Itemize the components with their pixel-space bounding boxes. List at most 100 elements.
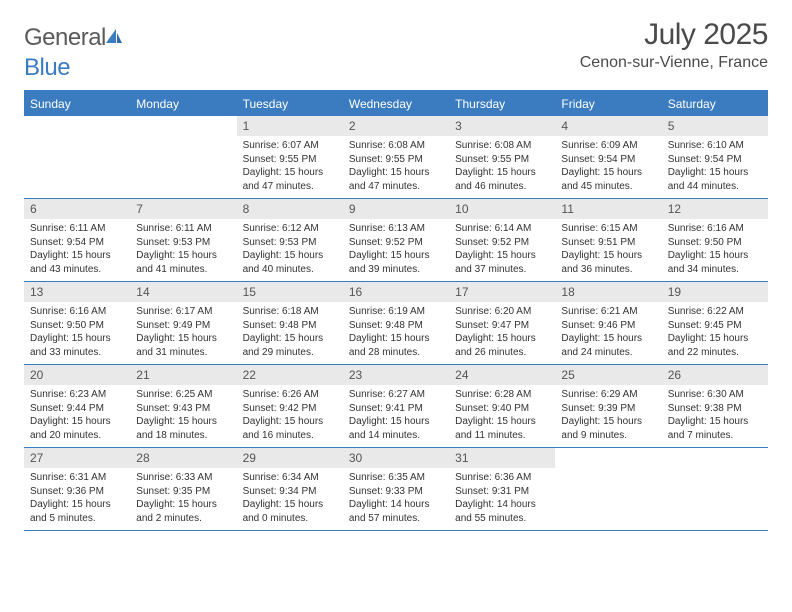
day-cell: 29Sunrise: 6:34 AMSunset: 9:34 PMDayligh… [237, 448, 343, 530]
sunrise-line: Sunrise: 6:09 AM [561, 139, 655, 153]
sunrise-line: Sunrise: 6:10 AM [668, 139, 762, 153]
day-detail: Sunrise: 6:16 AMSunset: 9:50 PMDaylight:… [662, 219, 768, 281]
day-cell: 27Sunrise: 6:31 AMSunset: 9:36 PMDayligh… [24, 448, 130, 530]
sunset-line: Sunset: 9:51 PM [561, 236, 655, 250]
daylight-line: Daylight: 15 hours and 5 minutes. [30, 498, 124, 525]
day-detail: Sunrise: 6:22 AMSunset: 9:45 PMDaylight:… [662, 302, 768, 364]
sunset-line: Sunset: 9:35 PM [136, 485, 230, 499]
day-number: 21 [130, 365, 236, 385]
day-number: 3 [449, 116, 555, 136]
day-detail: Sunrise: 6:08 AMSunset: 9:55 PMDaylight:… [343, 136, 449, 198]
day-detail: Sunrise: 6:31 AMSunset: 9:36 PMDaylight:… [24, 468, 130, 530]
day-cell: 18Sunrise: 6:21 AMSunset: 9:46 PMDayligh… [555, 282, 661, 364]
day-cell: 21Sunrise: 6:25 AMSunset: 9:43 PMDayligh… [130, 365, 236, 447]
day-detail: Sunrise: 6:09 AMSunset: 9:54 PMDaylight:… [555, 136, 661, 198]
day-header-tue: Tuesday [237, 92, 343, 116]
day-detail: Sunrise: 6:11 AMSunset: 9:53 PMDaylight:… [130, 219, 236, 281]
daylight-line: Daylight: 14 hours and 55 minutes. [455, 498, 549, 525]
sunset-line: Sunset: 9:53 PM [136, 236, 230, 250]
day-cell: 3 Sunrise: 6:08 AMSunset: 9:55 PMDaylight… [449, 116, 555, 198]
day-number: 30 [343, 448, 449, 468]
sunset-line: Sunset: 9:55 PM [243, 153, 337, 167]
day-detail: Sunrise: 6:15 AMSunset: 9:51 PMDaylight:… [555, 219, 661, 281]
day-detail: Sunrise: 6:30 AMSunset: 9:38 PMDaylight:… [662, 385, 768, 447]
day-number: 13 [24, 282, 130, 302]
sunset-line: Sunset: 9:36 PM [30, 485, 124, 499]
sunrise-line: Sunrise: 6:20 AM [455, 305, 549, 319]
sunrise-line: Sunrise: 6:36 AM [455, 471, 549, 485]
day-cell: 13Sunrise: 6:16 AMSunset: 9:50 PMDayligh… [24, 282, 130, 364]
daylight-line: Daylight: 15 hours and 43 minutes. [30, 249, 124, 276]
sunset-line: Sunset: 9:55 PM [349, 153, 443, 167]
day-cell: 17Sunrise: 6:20 AMSunset: 9:47 PMDayligh… [449, 282, 555, 364]
day-number: 31 [449, 448, 555, 468]
day-cell [24, 116, 130, 198]
day-cell: 19Sunrise: 6:22 AMSunset: 9:45 PMDayligh… [662, 282, 768, 364]
daylight-line: Daylight: 15 hours and 26 minutes. [455, 332, 549, 359]
sunset-line: Sunset: 9:47 PM [455, 319, 549, 333]
daylight-line: Daylight: 15 hours and 18 minutes. [136, 415, 230, 442]
day-number: 15 [237, 282, 343, 302]
day-cell: 2Sunrise: 6:08 AMSunset: 9:55 PMDaylight… [343, 116, 449, 198]
sunset-line: Sunset: 9:48 PM [243, 319, 337, 333]
day-cell: 10Sunrise: 6:14 AMSunset: 9:52 PMDayligh… [449, 199, 555, 281]
daylight-line: Daylight: 15 hours and 11 minutes. [455, 415, 549, 442]
day-cell: 6Sunrise: 6:11 AMSunset: 9:54 PMDaylight… [24, 199, 130, 281]
day-header-sat: Saturday [662, 92, 768, 116]
month-title: July 2025 [580, 18, 768, 52]
day-header-wed: Wednesday [343, 92, 449, 116]
day-number: 6 [24, 199, 130, 219]
week-row: 13 Sunrise: 6:16 AMSunset: 9:50 PM Dayligh… [24, 282, 768, 365]
sunset-line: Sunset: 9:48 PM [349, 319, 443, 333]
day-cell: 30Sunrise: 6:35 AMSunset: 9:33 PMDayligh… [343, 448, 449, 530]
day-detail: Sunrise: 6:10 AMSunset: 9:54 PMDaylight:… [662, 136, 768, 198]
sunset-line: Sunset: 9:54 PM [561, 153, 655, 167]
day-detail: Sunrise: 6:18 AMSunset: 9:48 PMDaylight:… [237, 302, 343, 364]
sunrise-line: Sunrise: 6:17 AM [136, 305, 230, 319]
sunrise-line: Sunrise: 6:33 AM [136, 471, 230, 485]
day-number: 26 [662, 365, 768, 385]
sunset-line: Sunset: 9:38 PM [668, 402, 762, 416]
day-number: 20 [24, 365, 130, 385]
sunrise-line: Sunrise: 6:14 AM [455, 222, 549, 236]
sunrise-line: Sunrise: 6:16 AM [668, 222, 762, 236]
day-number: 18 [555, 282, 661, 302]
day-cell: 24Sunrise: 6:28 AMSunset: 9:40 PMDayligh… [449, 365, 555, 447]
weeks-container: 1Sunrise: 6:07 AMSunset: 9:55 PMDaylight… [24, 116, 768, 531]
day-number: 29 [237, 448, 343, 468]
sunrise-line: Sunrise: 6:13 AM [349, 222, 443, 236]
sunrise-line: Sunrise: 6:21 AM [561, 305, 655, 319]
day-detail: Sunrise: 6:33 AMSunset: 9:35 PMDaylight:… [130, 468, 236, 530]
calendar: Sunday Monday Tuesday Wednesday Thursday… [24, 90, 768, 531]
daylight-line: Daylight: 15 hours and 2 minutes. [136, 498, 230, 525]
day-cell: 14Sunrise: 6:17 AMSunset: 9:49 PMDayligh… [130, 282, 236, 364]
sunset-line: Sunset: 9:40 PM [455, 402, 549, 416]
sunrise-line: Sunrise: 6:08 AM [455, 139, 549, 153]
day-detail: Sunrise: 6:36 AMSunset: 9:31 PMDaylight:… [449, 468, 555, 530]
daylight-line: Daylight: 15 hours and 40 minutes. [243, 249, 337, 276]
daylight-line: Daylight: 15 hours and 46 minutes. [455, 166, 549, 193]
calendar-page: GeneralBlue July 2025 Cenon-sur-Vienne, … [0, 0, 792, 555]
sunset-line: Sunset: 9:49 PM [136, 319, 230, 333]
day-cell: 20Sunrise: 6:23 AMSunset: 9:44 PMDayligh… [24, 365, 130, 447]
day-detail: Sunrise: 6:34 AMSunset: 9:34 PMDaylight:… [237, 468, 343, 530]
day-detail: Sunrise: 6:14 AMSunset: 9:52 PMDaylight:… [449, 219, 555, 281]
sunset-line: Sunset: 9:50 PM [30, 319, 124, 333]
sunset-line: Sunset: 9:50 PM [668, 236, 762, 250]
sunrise-line: Sunrise: 6:27 AM [349, 388, 443, 402]
sunset-line: Sunset: 9:54 PM [668, 153, 762, 167]
sunset-line: Sunset: 9:53 PM [243, 236, 337, 250]
logo-blue: Blue [24, 54, 70, 81]
day-detail: Sunrise: 6:13 AMSunset: 9:52 PMDaylight:… [343, 219, 449, 281]
sunrise-line: Sunrise: 6:16 AM [30, 305, 124, 319]
day-cell [662, 448, 768, 530]
daylight-line: Daylight: 15 hours and 44 minutes. [668, 166, 762, 193]
day-cell: 12Sunrise: 6:16 AMSunset: 9:50 PMDayligh… [662, 199, 768, 281]
week-row: 6Sunrise: 6:11 AMSunset: 9:54 PMDaylight… [24, 199, 768, 282]
header: GeneralBlue July 2025 Cenon-sur-Vienne, … [24, 18, 768, 82]
day-number: 2 [343, 116, 449, 136]
day-cell: 26Sunrise: 6:30 AMSunset: 9:38 PMDayligh… [662, 365, 768, 447]
sunset-line: Sunset: 9:55 PM [455, 153, 549, 167]
sunset-line: Sunset: 9:34 PM [243, 485, 337, 499]
sunset-line: Sunset: 9:41 PM [349, 402, 443, 416]
